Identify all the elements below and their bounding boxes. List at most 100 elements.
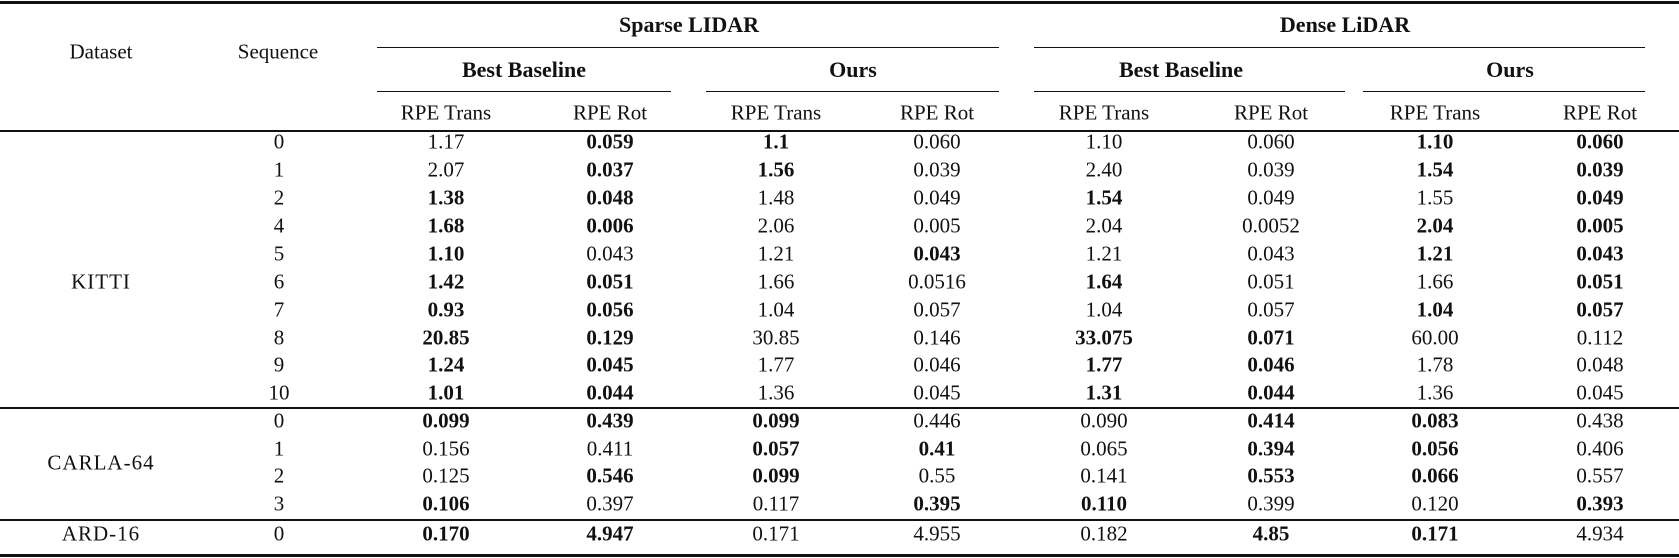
table-cell: 1.10 xyxy=(1085,129,1123,154)
table-cell: 0.057 xyxy=(752,436,800,461)
table-cell: 0.120 xyxy=(1411,491,1459,516)
table-cell: 0.397 xyxy=(586,491,634,516)
subgroup-header-dense-best-baseline: Best Baseline xyxy=(1118,57,1244,82)
table-cell: 0.395 xyxy=(913,491,961,516)
table-cell: 1.36 xyxy=(757,380,795,405)
column-header: RPE Rot xyxy=(899,100,975,125)
table-cell: 1.54 xyxy=(1416,157,1454,182)
table-cell: 0.051 xyxy=(1247,269,1295,294)
table-cell: 1.21 xyxy=(757,241,795,266)
column-header: RPE Rot xyxy=(1562,100,1638,125)
table-cell: 60.00 xyxy=(1411,325,1459,350)
table-cell: 0.043 xyxy=(1576,241,1624,266)
table-cell: 1.66 xyxy=(757,269,795,294)
table-cell: 1.56 xyxy=(757,157,795,182)
sequence-cell: 0 xyxy=(273,521,285,546)
table-cell: 1.10 xyxy=(1416,129,1454,154)
table-cell: 2.04 xyxy=(1085,213,1123,238)
table-cell: 1.31 xyxy=(1085,380,1123,405)
table-cell: 0.049 xyxy=(1247,185,1295,210)
table-cell: 0.039 xyxy=(1576,157,1624,182)
table-cell: 0.051 xyxy=(1576,269,1624,294)
table-cell: 0.046 xyxy=(913,352,961,377)
table-cell: 0.0516 xyxy=(908,269,966,294)
subgroup-rule-3 xyxy=(1034,91,1345,92)
sequence-cell: 6 xyxy=(273,269,285,294)
subgroup-header-dense-ours: Ours xyxy=(1486,57,1534,82)
table-cell: 1.77 xyxy=(757,352,795,377)
column-header: RPE Rot xyxy=(1233,100,1309,125)
table-cell: 0.044 xyxy=(586,380,634,405)
table-cell: 0.083 xyxy=(1411,408,1459,433)
table-cell: 0.393 xyxy=(1576,491,1624,516)
table-cell: 1.55 xyxy=(1416,185,1454,210)
table-cell: 1.54 xyxy=(1085,185,1123,210)
table-cell: 0.049 xyxy=(913,185,961,210)
table-cell: 1.78 xyxy=(1416,352,1454,377)
table-cell: 1.01 xyxy=(427,380,465,405)
sparse-group-rule xyxy=(377,47,999,48)
table-cell: 2.06 xyxy=(757,213,795,238)
table-cell: 0.557 xyxy=(1576,463,1624,488)
table-cell: 1.42 xyxy=(427,269,465,294)
table-cell: 0.006 xyxy=(586,213,634,238)
table-cell: 0.438 xyxy=(1576,408,1624,433)
table-cell: 0.066 xyxy=(1411,463,1459,488)
table-cell: 0.060 xyxy=(1247,129,1295,154)
table-cell: 2.04 xyxy=(1416,213,1454,238)
table-cell: 4.85 xyxy=(1252,521,1290,546)
column-header: RPE Trans xyxy=(1058,100,1150,125)
table-cell: 0.106 xyxy=(422,491,470,516)
table-cell: 0.039 xyxy=(913,157,961,182)
table-cell: 0.394 xyxy=(1247,436,1295,461)
table-cell: 0.141 xyxy=(1080,463,1128,488)
table-cell: 1.04 xyxy=(757,297,795,322)
table-cell: 0.411 xyxy=(586,436,634,461)
table-cell: 0.399 xyxy=(1247,491,1295,516)
table-cell: 1.24 xyxy=(427,352,465,377)
table-cell: 0.045 xyxy=(1576,380,1624,405)
table-cell: 0.553 xyxy=(1247,463,1295,488)
sequence-cell: 8 xyxy=(273,325,285,350)
table-cell: 0.056 xyxy=(586,297,634,322)
table-cell: 1.04 xyxy=(1416,297,1454,322)
dataset-label: ARD-16 xyxy=(61,521,141,546)
table-cell: 0.071 xyxy=(1247,325,1295,350)
sequence-cell: 1 xyxy=(273,436,285,461)
table-cell: 0.043 xyxy=(1247,241,1295,266)
table-cell: 0.414 xyxy=(1247,408,1295,433)
table-cell: 0.065 xyxy=(1080,436,1128,461)
table-cell: 0.005 xyxy=(913,213,961,238)
sequence-cell: 3 xyxy=(273,491,285,516)
table-cell: 1.10 xyxy=(427,241,465,266)
table-cell: 0.046 xyxy=(1247,352,1295,377)
table-cell: 0.005 xyxy=(1576,213,1624,238)
table-cell: 0.043 xyxy=(913,241,961,266)
table-cell: 0.93 xyxy=(427,297,465,322)
subgroup-rule-2 xyxy=(706,91,999,92)
table-cell: 1.66 xyxy=(1416,269,1454,294)
table-cell: 2.40 xyxy=(1085,157,1123,182)
table-cell: 1.04 xyxy=(1085,297,1123,322)
table-cell: 1.68 xyxy=(427,213,465,238)
table-cell: 0.171 xyxy=(752,521,800,546)
column-header: RPE Trans xyxy=(400,100,492,125)
column-header: RPE Rot xyxy=(572,100,648,125)
table-cell: 0.146 xyxy=(913,325,961,350)
sequence-cell: 10 xyxy=(268,380,290,405)
table-cell: 0.045 xyxy=(913,380,961,405)
carla-ard-rule xyxy=(0,519,1679,521)
group-header-dense-lidar: Dense LiDAR xyxy=(1279,12,1411,37)
table-cell: 0.051 xyxy=(586,269,634,294)
table-cell: 0.156 xyxy=(422,436,470,461)
table-cell: 0.182 xyxy=(1080,521,1128,546)
sequence-cell: 5 xyxy=(273,241,285,266)
table-cell: 1.21 xyxy=(1085,241,1123,266)
table-cell: 20.85 xyxy=(422,325,470,350)
table-cell: 4.934 xyxy=(1576,521,1624,546)
table-cell: 0.546 xyxy=(586,463,634,488)
table-cell: 2.07 xyxy=(427,157,465,182)
dense-group-rule xyxy=(1034,47,1645,48)
sequence-cell: 4 xyxy=(273,213,285,238)
group-header-sparse-lidar: Sparse LIDAR xyxy=(619,12,759,37)
